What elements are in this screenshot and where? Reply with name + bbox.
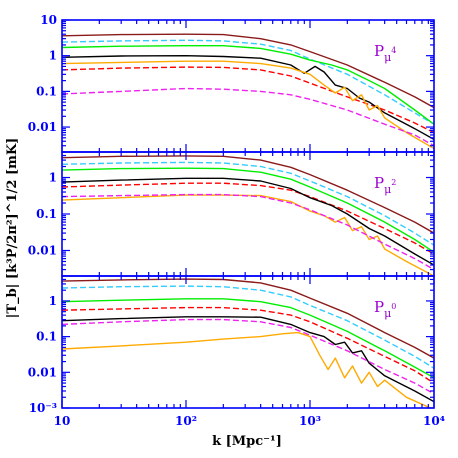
panel-label-sub: μ <box>384 51 391 64</box>
series-line-7 <box>62 318 434 395</box>
x-axis-label: k [Mpc⁻¹] <box>212 434 282 449</box>
panel-label-main: P <box>374 174 384 192</box>
panel-label-sup: 0 <box>391 302 396 311</box>
y-tick-label: 0.1 <box>36 330 57 344</box>
panel-3: 1 0.1 0.01 10⁻³ Pμ0 <box>28 275 435 415</box>
y-tick-label: 1 <box>49 49 57 63</box>
panels: 1010.10.01Pμ410.10.01Pμ210.10.0110⁻³Pμ01… <box>28 13 445 428</box>
panel-label: Pμ4 <box>374 42 396 64</box>
series-line-7 <box>62 193 434 271</box>
y-tick-label: 1 <box>49 294 57 308</box>
series-line-5 <box>62 177 434 266</box>
series-line-6 <box>62 194 434 276</box>
panel-label: Pμ0 <box>374 298 396 320</box>
series-line-5 <box>62 316 434 403</box>
y-tick-label: 0.1 <box>36 207 57 221</box>
panel-label-sup: 2 <box>391 178 396 187</box>
series-line-2 <box>62 39 434 125</box>
x-tick-label: 10³ <box>299 414 321 428</box>
series-line-4 <box>62 306 434 384</box>
panel-2: 1 0.1 0.01 Pμ2 <box>28 151 435 277</box>
series-line-1 <box>62 33 434 109</box>
series-line-1 <box>62 155 434 234</box>
series-line-4 <box>62 66 434 134</box>
x-tick-label: 10⁴ <box>423 414 445 428</box>
y-tick-label: 0.01 <box>28 243 57 257</box>
series-line-5 <box>62 55 434 141</box>
y-tick-label: 10⁻³ <box>29 401 57 415</box>
x-tick-label: 10 <box>54 414 71 428</box>
panel-frame <box>61 19 435 153</box>
series-line-6 <box>62 331 433 408</box>
series-group <box>62 33 434 150</box>
panel-label-sup: 4 <box>391 46 396 55</box>
y-tick-label: 0.1 <box>36 84 57 98</box>
y-axis-label: |T_b| [k³P/2π²]^1/2 [mK] <box>5 138 20 319</box>
y-tick-label: 0.01 <box>28 120 57 134</box>
series-group <box>62 278 434 408</box>
series-line-2 <box>62 161 434 246</box>
series-line-4 <box>62 182 434 255</box>
y-tick-label: 10 <box>40 13 57 27</box>
series-group <box>62 155 434 276</box>
y-tick-label: 0.01 <box>28 365 57 379</box>
panel-label-sub: μ <box>384 183 391 196</box>
y-tick-label: 1 <box>49 171 57 185</box>
series-line-3 <box>62 298 434 379</box>
panel-label-main: P <box>374 298 384 316</box>
x-tick-label: 10² <box>175 414 197 428</box>
panel-1: 10 1 0.1 0.01 Pμ4 <box>28 13 435 153</box>
series-line-3 <box>62 45 434 125</box>
series-line-6 <box>62 60 434 150</box>
panel-frame <box>61 275 435 409</box>
series-line-3 <box>62 167 434 253</box>
series-line-1 <box>62 278 434 359</box>
panel-label-main: P <box>374 42 384 60</box>
panel-label: Pμ2 <box>374 174 396 196</box>
series-line-7 <box>62 87 434 147</box>
panel-label-sub: μ <box>384 307 391 320</box>
series-line-2 <box>62 285 434 369</box>
